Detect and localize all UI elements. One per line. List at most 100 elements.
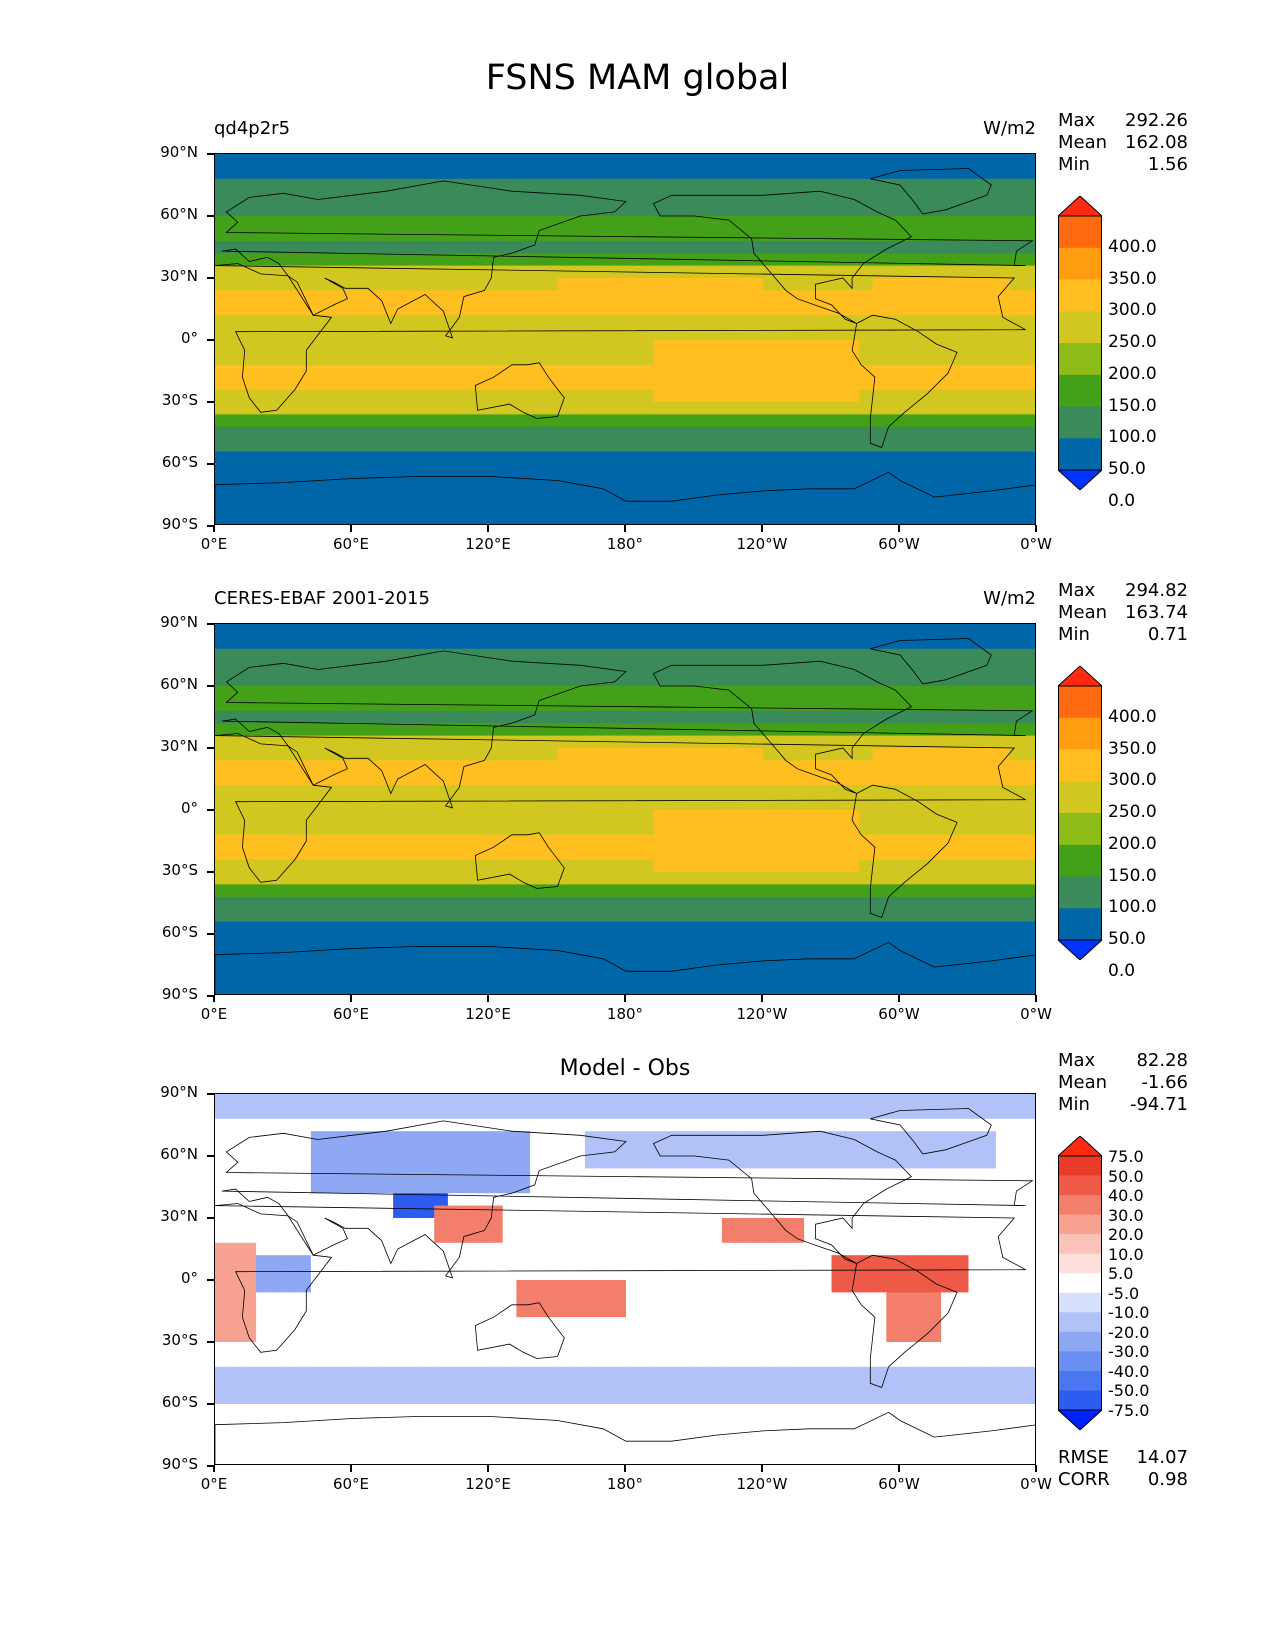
field-cell — [393, 364, 408, 378]
field-cell — [653, 921, 668, 935]
field-cell — [598, 464, 613, 477]
field-cell — [502, 971, 517, 985]
field-cell — [927, 698, 942, 712]
field-cell — [831, 661, 846, 675]
field-cell — [735, 772, 750, 786]
field-cell — [858, 648, 874, 662]
field-cell — [653, 624, 668, 637]
field-cell — [941, 240, 956, 254]
field-cell — [680, 921, 696, 935]
field-cell — [694, 377, 709, 391]
field-cell — [680, 402, 696, 415]
field-cell — [763, 1255, 778, 1269]
field-cell — [653, 216, 668, 229]
field-cell — [324, 797, 339, 811]
field-cell — [338, 488, 353, 502]
field-cell — [228, 216, 243, 229]
field-cell — [406, 772, 422, 786]
field-cell — [845, 1230, 860, 1244]
field-cell — [913, 636, 928, 650]
field-cell — [1023, 859, 1035, 873]
y-tick-mark — [207, 685, 214, 687]
field-cell — [598, 476, 613, 490]
field-cell — [406, 513, 422, 524]
field-cell — [310, 710, 326, 724]
field-cell — [858, 698, 874, 712]
field-cell — [489, 191, 504, 205]
field-cell — [338, 822, 353, 836]
field-cell — [598, 1168, 613, 1182]
field-cell — [310, 364, 326, 378]
field-cell — [557, 265, 572, 279]
field-cell — [393, 402, 408, 415]
field-cell — [858, 797, 874, 811]
field-cell — [338, 451, 353, 465]
field-cell — [694, 402, 709, 415]
field-cell — [667, 364, 682, 378]
field-cell — [365, 1280, 380, 1293]
field-cell — [763, 686, 778, 699]
field-cell — [269, 340, 285, 353]
field-cell — [995, 710, 1011, 724]
field-cell — [310, 810, 326, 823]
field-cell — [215, 1292, 230, 1306]
field-cell — [708, 847, 723, 861]
field-cell — [502, 1094, 517, 1107]
field-cell — [708, 872, 723, 885]
field-cell — [749, 1094, 764, 1107]
field-cell — [352, 822, 367, 836]
field-cell — [215, 253, 230, 267]
field-cell — [954, 1242, 970, 1256]
field-cell — [954, 476, 970, 490]
field-cell — [941, 464, 956, 477]
field-cell — [721, 1342, 737, 1355]
field-cell — [447, 723, 463, 737]
field-cell — [831, 872, 846, 885]
field-cell — [721, 1242, 737, 1256]
field-cell — [941, 389, 956, 403]
field-cell — [338, 958, 353, 972]
field-cell — [543, 402, 559, 415]
field-cell — [927, 315, 942, 329]
field-cell — [420, 896, 435, 910]
field-cell — [817, 958, 833, 972]
field-cell — [379, 1094, 394, 1107]
field-cell — [256, 958, 271, 972]
field-cell — [269, 698, 285, 712]
field-cell — [639, 1342, 654, 1355]
field-cell — [1023, 810, 1035, 823]
field-cell — [995, 921, 1011, 935]
field-cell — [324, 439, 339, 453]
field-cell — [995, 748, 1011, 761]
field-cell — [571, 464, 586, 477]
field-cell — [379, 476, 394, 490]
field-cell — [831, 290, 846, 304]
colorbar-tick-label: 200.0 — [1108, 833, 1157, 854]
colorbar-tick-label: 100.0 — [1108, 427, 1157, 448]
field-cell — [763, 228, 778, 242]
field-cell — [393, 834, 408, 848]
field-cell — [461, 513, 476, 524]
field-cell — [694, 958, 709, 972]
field-cell — [475, 302, 490, 316]
field-cell — [256, 822, 271, 836]
field-cell — [845, 191, 860, 205]
field-cell — [708, 946, 723, 960]
field-cell — [1009, 278, 1024, 291]
field-cell — [447, 191, 463, 205]
field-cell — [530, 1218, 545, 1231]
field-cell — [310, 216, 326, 229]
field-cell — [927, 216, 942, 229]
field-cell — [557, 315, 572, 329]
field-cell — [913, 1255, 928, 1269]
field-cell — [913, 760, 928, 774]
field-cell — [790, 203, 805, 217]
field-cell — [502, 364, 517, 378]
field-cell — [626, 278, 641, 291]
field-cell — [571, 1267, 586, 1281]
field-cell — [352, 327, 367, 341]
field-cell — [817, 340, 833, 353]
field-cell — [639, 934, 654, 947]
field-cell — [393, 1230, 408, 1244]
field-cell — [365, 934, 380, 947]
